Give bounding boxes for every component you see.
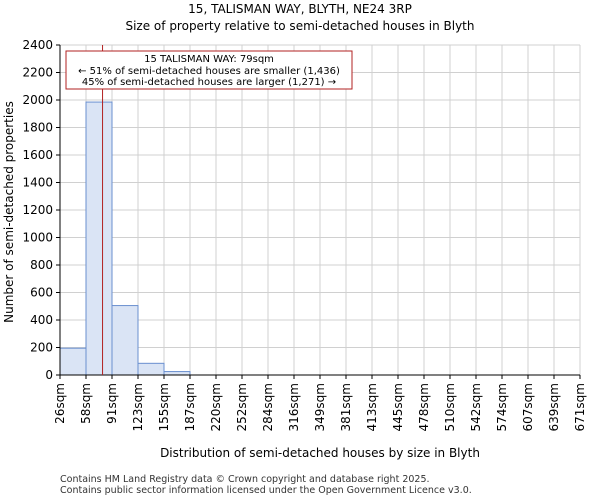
y-tick-label: 2000 [22,93,53,107]
y-tick-label: 1400 [22,176,53,190]
y-ticks: 0 200 400 600 800 1000 1200 1400 1600 1800 2000 220… [22,38,60,382]
y-tick-label: 2400 [22,38,53,52]
x-tick-label: 123sqm [131,383,145,431]
y-tick-label: 2200 [22,66,53,80]
y-axis-label: Number of semi-detached properties [2,101,16,323]
x-axis-label: Distribution of semi-detached houses by … [160,446,480,460]
bar-155sqm [163,371,191,376]
y-tick-label: 600 [30,286,53,300]
x-tick-label: 252sqm [235,383,249,431]
y-tick-label: 1800 [22,121,53,135]
x-tick-label: 26sqm [53,383,67,424]
x-tick-label: 510sqm [443,383,457,431]
bar-58sqm [85,101,113,376]
gridlines [59,44,581,376]
footer-line2: Contains public sector information licen… [60,485,472,496]
chart-title-line2: Size of property relative to semi-detach… [125,19,475,33]
x-tick-label: 91sqm [105,383,119,424]
x-tick-label: 639sqm [547,383,561,431]
x-tick-label: 284sqm [261,383,275,431]
y-tick-label: 1200 [22,203,53,217]
x-tick-label: 155sqm [157,383,171,431]
x-tick-label: 574sqm [495,383,509,431]
y-tick-label: 800 [30,258,53,272]
bars [59,101,191,376]
annotation-line3: 45% of semi-detached houses are larger (… [82,77,336,88]
x-tick-label: 445sqm [391,383,405,431]
annotation-box [65,50,353,90]
annotation-line1: 15 TALISMAN WAY: 79sqm [144,54,274,65]
x-tick-label: 413sqm [365,383,379,431]
x-tick-label: 381sqm [339,383,353,431]
x-tick-label: 187sqm [183,383,197,431]
x-tick-label: 349sqm [313,383,327,431]
x-tick-label: 671sqm [573,383,587,431]
chart-title-line1: 15, TALISMAN WAY, BLYTH, NE24 3RP [188,2,412,16]
x-tick-label: 607sqm [521,383,535,431]
y-tick-label: 400 [30,313,53,327]
x-tick-label: 58sqm [79,383,93,424]
x-tick-label: 220sqm [209,383,223,431]
y-tick-label: 1000 [22,231,53,245]
footer-line1: Contains HM Land Registry data © Crown c… [60,474,430,485]
annotation-line2: ← 51% of semi-detached houses are smalle… [78,66,340,77]
bar-91sqm [111,305,139,376]
bar-123sqm [137,362,165,376]
bar-26sqm [59,347,87,376]
x-tick-label: 542sqm [469,383,483,431]
x-ticks: 26sqm 58sqm 91sqm 123sqm 155sqm 187sqm 220sqm 2… [53,375,587,431]
y-tick-label: 0 [45,368,53,382]
y-tick-label: 1600 [22,148,53,162]
x-tick-label: 316sqm [287,383,301,431]
y-tick-label: 200 [30,341,53,355]
x-tick-label: 478sqm [417,383,431,431]
